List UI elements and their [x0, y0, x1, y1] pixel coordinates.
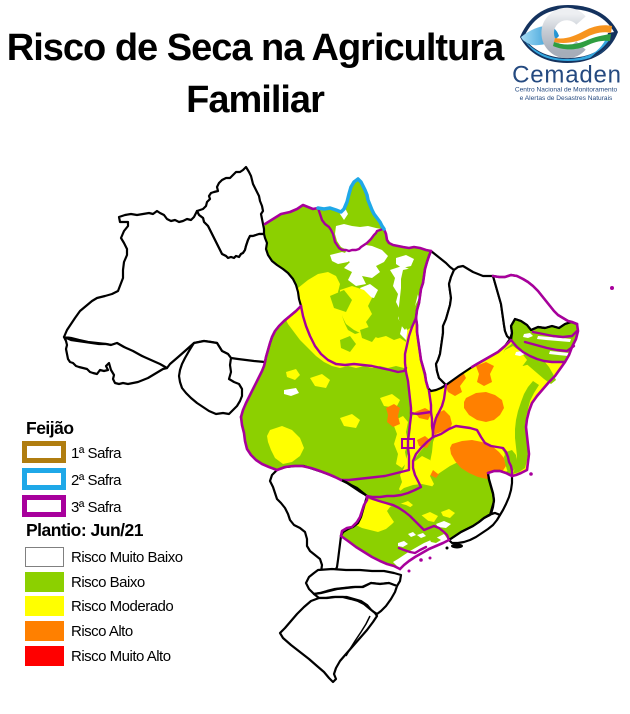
svg-text:e Alertas de Desastres Naturai: e Alertas de Desastres Naturais	[520, 95, 613, 102]
svg-text:Centro Nacional de Monitoramen: Centro Nacional de Monitoramento	[515, 87, 618, 94]
svg-text:Cemaden: Cemaden	[512, 62, 622, 89]
